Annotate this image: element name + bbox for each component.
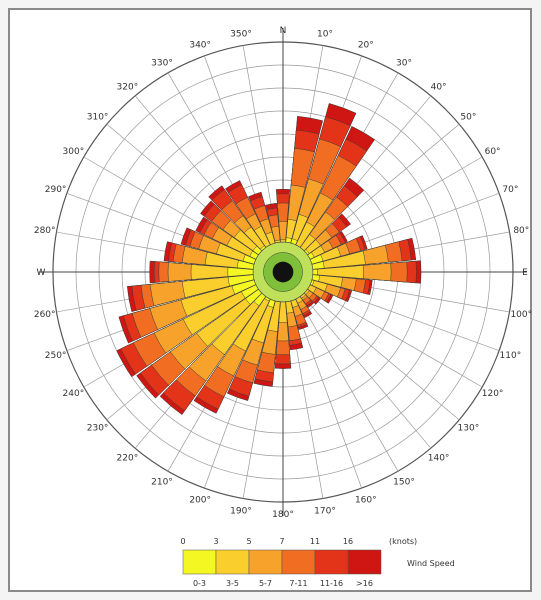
- direction-label: 80°: [513, 226, 529, 236]
- grid-spoke: [304, 298, 432, 449]
- grid-spoke: [312, 288, 483, 388]
- direction-label: 240°: [63, 389, 85, 399]
- legend-swatch: [182, 549, 217, 575]
- direction-label: 200°: [189, 495, 211, 505]
- direction-label: E: [522, 268, 528, 278]
- grid-spoke: [309, 293, 460, 421]
- direction-label: 140°: [428, 453, 450, 463]
- direction-label: 210°: [151, 478, 173, 488]
- direction-label: 150°: [393, 478, 415, 488]
- direction-label: 280°: [34, 226, 56, 236]
- direction-label: 230°: [87, 424, 109, 434]
- direction-label: 120°: [482, 389, 504, 399]
- legend-category-label: >16: [356, 579, 373, 588]
- direction-label: 290°: [45, 185, 67, 195]
- direction-label: 310°: [87, 112, 109, 122]
- direction-label: 180°: [272, 510, 294, 520]
- direction-label: 330°: [151, 58, 173, 68]
- direction-label: 220°: [117, 453, 139, 463]
- direction-label: 100°: [510, 310, 532, 320]
- legend-swatch: [281, 549, 316, 575]
- direction-label: 60°: [485, 147, 501, 157]
- legend-swatch: [248, 549, 283, 575]
- direction-label: W: [37, 268, 46, 278]
- legend-swatch: [347, 549, 382, 575]
- direction-label: N: [280, 26, 287, 36]
- direction-label: 30°: [396, 58, 412, 68]
- bar-segment: [282, 265, 364, 279]
- direction-label: 130°: [458, 424, 480, 434]
- direction-label: 340°: [189, 41, 211, 51]
- direction-label: 10°: [317, 30, 333, 40]
- grid-spoke: [299, 301, 399, 472]
- grid-spoke: [294, 304, 362, 489]
- legend-bin-label: 11: [310, 537, 320, 546]
- legend-bin-label: 16: [343, 537, 353, 546]
- legend-bin-label: 0: [180, 537, 185, 546]
- direction-label: 170°: [314, 506, 336, 516]
- speed-legend: 0 0-3 3 3-5 5 5-7 7 7-11 11 11-16 16 >16 (knots) Wind…: [180, 537, 454, 588]
- direction-label: 350°: [230, 30, 252, 40]
- legend-bin-label: 3: [213, 537, 218, 546]
- legend-title: Wind Speed: [407, 559, 455, 568]
- legend-category-label: 11-16: [320, 579, 343, 588]
- direction-label: 260°: [34, 310, 56, 320]
- direction-label: 190°: [230, 506, 252, 516]
- direction-labels: N 10° 20° 30° 40° 50° 60° 70° 80° E 100° 110° 120° 13…: [34, 26, 532, 520]
- direction-label: 160°: [355, 495, 377, 505]
- direction-label: 110°: [500, 351, 522, 361]
- legend-swatch: [314, 549, 349, 575]
- direction-label: 300°: [63, 147, 85, 157]
- legend-category-label: 3-5: [226, 579, 239, 588]
- legend-category-label: 7-11: [289, 579, 307, 588]
- direction-label: 320°: [117, 83, 139, 93]
- direction-label: 40°: [431, 83, 447, 93]
- legend-category-label: 0-3: [193, 579, 206, 588]
- legend-bin-label: 5: [246, 537, 251, 546]
- direction-label: 50°: [460, 112, 476, 122]
- wind-bars: [116, 103, 422, 416]
- direction-label: 250°: [45, 351, 67, 361]
- direction-label: 70°: [502, 185, 518, 195]
- legend-category-label: 5-7: [259, 579, 272, 588]
- legend-unit: (knots): [389, 537, 417, 546]
- calm-center: [272, 261, 294, 283]
- legend-bin-label: 7: [279, 537, 284, 546]
- legend-swatch: [215, 549, 250, 575]
- direction-label: 20°: [358, 41, 374, 51]
